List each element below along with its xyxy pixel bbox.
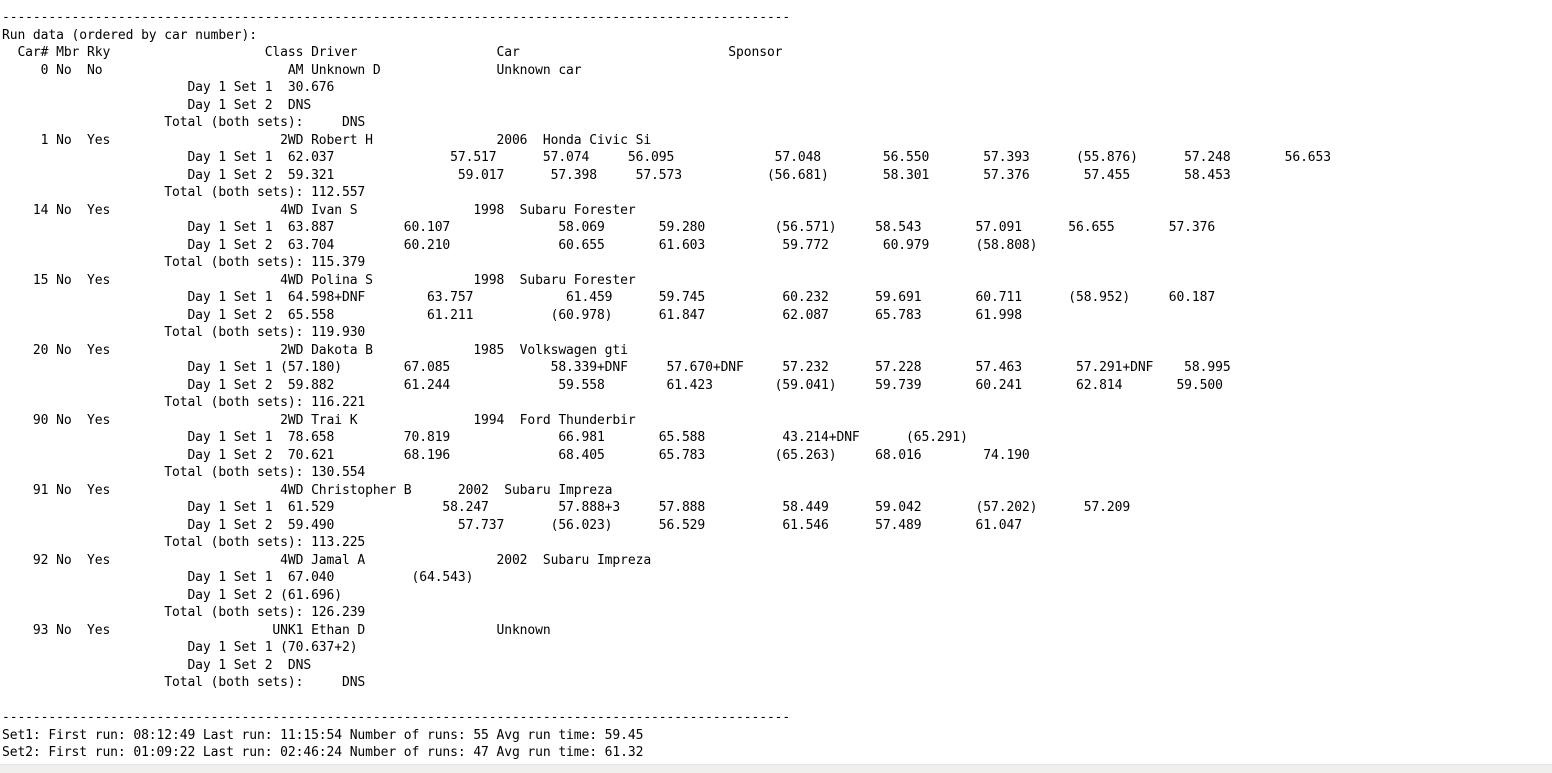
report-line: Total (both sets): 113.225 xyxy=(2,535,366,550)
report-line: Day 1 Set 2 63.704 60.210 60.655 61.603 … xyxy=(2,237,1038,253)
report-line: Set1: First run: 08:12:49 Last run: 11:1… xyxy=(2,727,644,743)
report-line: Day 1 Set 2 65.558 61.211 (60.978) 61.84… xyxy=(2,307,1022,323)
report-line: 92 No Yes 4WD Jamal A 2002 Subaru Imprez… xyxy=(2,552,652,568)
report-line: Day 1 Set 2 59.321 59.017 57.398 57.573 … xyxy=(2,167,1231,183)
report-line: Day 1 Set 2 59.882 61.244 59.558 61.423 … xyxy=(2,377,1223,393)
report-line: Day 1 Set 2 59.490 57.737 (56.023) 56.52… xyxy=(2,517,1022,533)
report-line: Day 1 Set 2 DNS xyxy=(2,657,312,673)
report-line: Day 1 Set 1 67.040 (64.543) xyxy=(2,570,474,585)
report-line: ----------------------------------------… xyxy=(2,10,791,25)
report-line: Set2: First run: 01:09:22 Last run: 02:4… xyxy=(2,745,644,760)
report-line: 15 No Yes 4WD Polina S 1998 Subaru Fores… xyxy=(2,272,636,288)
report-line: 93 No Yes UNK1 Ethan D Unknown xyxy=(2,622,551,638)
report-line: 90 No Yes 2WD Trai K 1994 Ford Thunderbi… xyxy=(2,412,636,428)
report-line: Day 1 Set 1 (70.637+2) xyxy=(2,640,358,655)
run-data-report: ----------------------------------------… xyxy=(2,9,1331,762)
report-line: Total (both sets): 119.930 xyxy=(2,325,366,340)
report-line xyxy=(2,692,1331,710)
report-line: Run data (ordered by car number): xyxy=(2,27,257,43)
report-line: Total (both sets): DNS xyxy=(2,115,366,130)
report-line: Day 1 Set 1 (57.180) 67.085 58.339+DNF 5… xyxy=(2,360,1231,375)
report-line: Total (both sets): 126.239 xyxy=(2,605,366,620)
report-line: Day 1 Set 1 30.676 xyxy=(2,80,335,95)
report-line: 0 No No AM Unknown D Unknown car xyxy=(2,62,582,78)
report-line: Total (both sets): DNS xyxy=(2,675,366,690)
report-line: 20 No Yes 2WD Dakota B 1985 Volkswagen g… xyxy=(2,342,628,358)
report-line: Day 1 Set 2 (61.696) xyxy=(2,587,342,603)
report-line: 14 No Yes 4WD Ivan S 1998 Subaru Foreste… xyxy=(2,202,636,218)
report-line: Day 1 Set 2 70.621 68.196 68.405 65.783 … xyxy=(2,447,1030,463)
report-line: Day 1 Set 1 61.529 58.247 57.888+3 57.88… xyxy=(2,500,1131,515)
report-line: Total (both sets): 130.554 xyxy=(2,465,366,480)
report-line: Day 1 Set 1 78.658 70.819 66.981 65.588 … xyxy=(2,430,968,445)
report-line: Total (both sets): 116.221 xyxy=(2,395,366,410)
report-line: 91 No Yes 4WD Christopher B 2002 Subaru … xyxy=(2,482,613,498)
report-line: ----------------------------------------… xyxy=(2,710,791,725)
report-line: Day 1 Set 1 62.037 57.517 57.074 56.095 … xyxy=(2,150,1331,165)
report-line: 1 No Yes 2WD Robert H 2006 Honda Civic S… xyxy=(2,132,652,148)
report-line: Day 1 Set 1 63.887 60.107 58.069 59.280 … xyxy=(2,220,1216,235)
report-line: Day 1 Set 1 64.598+DNF 63.757 61.459 59.… xyxy=(2,290,1216,305)
report-line: Car# Mbr Rky Class Driver Car Sponsor xyxy=(2,45,783,60)
report-line: Day 1 Set 2 DNS xyxy=(2,97,312,113)
report-line: Total (both sets): 115.379 xyxy=(2,255,366,270)
report-line: Total (both sets): 112.557 xyxy=(2,185,366,200)
horizontal-scrollbar[interactable] xyxy=(0,764,1552,773)
